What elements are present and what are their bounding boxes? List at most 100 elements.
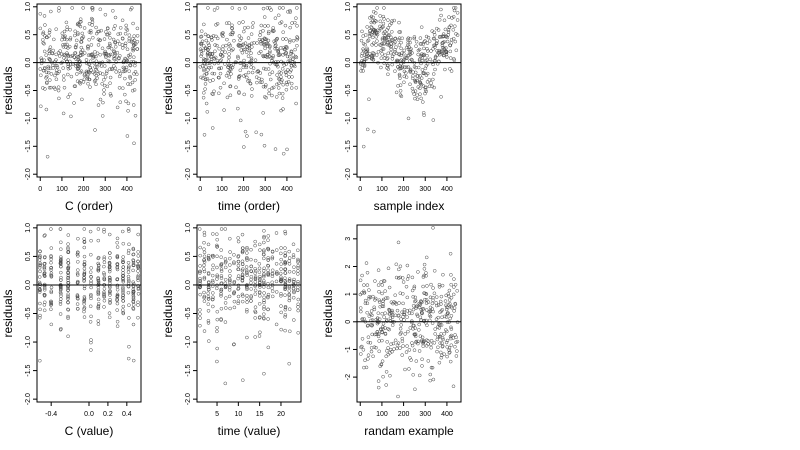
data-point xyxy=(88,65,92,70)
data-point xyxy=(54,52,58,57)
data-point xyxy=(296,260,300,264)
data-point xyxy=(229,64,233,68)
data-point xyxy=(201,48,205,53)
data-point xyxy=(199,54,203,58)
data-point xyxy=(451,384,456,389)
data-point xyxy=(242,92,246,97)
data-point xyxy=(396,394,400,399)
data-point xyxy=(253,276,258,281)
data-point xyxy=(381,14,386,19)
data-point xyxy=(88,304,93,309)
data-point xyxy=(397,74,402,78)
data-point xyxy=(439,13,443,18)
data-point xyxy=(374,31,379,36)
data-point xyxy=(237,91,241,95)
data-point xyxy=(393,69,397,73)
data-point xyxy=(208,79,212,83)
data-point xyxy=(250,25,255,29)
data-point xyxy=(210,91,214,96)
data-point xyxy=(43,23,47,27)
data-point xyxy=(131,289,135,294)
data-point xyxy=(124,60,129,64)
data-point xyxy=(292,63,296,67)
data-point xyxy=(44,35,49,40)
data-point xyxy=(104,71,109,76)
data-point xyxy=(60,31,65,36)
data-point xyxy=(127,303,131,307)
data-point xyxy=(219,262,223,267)
data-point xyxy=(372,51,376,56)
data-point xyxy=(279,292,283,296)
data-point xyxy=(270,286,274,290)
data-point xyxy=(37,275,42,279)
data-point xyxy=(237,7,242,11)
data-point xyxy=(422,113,426,117)
x-tick-label: 100 xyxy=(376,411,388,418)
data-point xyxy=(398,264,403,269)
data-point xyxy=(370,313,374,318)
data-point xyxy=(80,31,85,36)
data-point xyxy=(377,349,381,354)
data-point xyxy=(135,39,140,44)
data-point xyxy=(224,43,228,48)
data-point xyxy=(236,43,241,48)
data-point xyxy=(131,297,136,302)
data-point xyxy=(240,278,245,282)
data-point xyxy=(275,271,279,276)
data-point xyxy=(414,339,419,344)
data-point xyxy=(203,32,208,37)
data-point xyxy=(59,247,63,251)
data-point xyxy=(395,346,399,351)
data-point xyxy=(38,358,42,363)
data-point xyxy=(124,65,129,70)
data-point xyxy=(416,339,420,344)
data-point xyxy=(240,292,245,297)
data-point xyxy=(75,306,80,311)
y-tick-label: -0.5 xyxy=(345,84,352,96)
data-point xyxy=(262,298,266,303)
data-point xyxy=(62,53,67,58)
data-point xyxy=(263,84,268,89)
data-point xyxy=(451,28,456,32)
y-tick-label: 2 xyxy=(345,264,352,268)
plot-frame xyxy=(356,224,462,403)
data-point xyxy=(100,114,105,118)
data-point xyxy=(361,41,366,46)
data-point xyxy=(136,287,141,291)
data-point xyxy=(242,26,247,30)
data-point xyxy=(131,247,136,252)
data-point xyxy=(131,252,135,257)
data-point xyxy=(242,74,246,78)
data-point xyxy=(275,82,279,87)
data-point xyxy=(261,268,266,273)
data-point xyxy=(412,35,417,39)
data-point xyxy=(76,268,80,272)
data-point xyxy=(440,344,445,349)
data-point xyxy=(424,85,428,90)
data-point xyxy=(385,296,390,300)
data-point xyxy=(393,37,397,41)
data-point xyxy=(391,341,396,346)
data-point xyxy=(49,285,54,290)
data-point xyxy=(445,345,449,349)
data-point xyxy=(381,374,385,379)
data-point xyxy=(49,268,53,272)
data-point xyxy=(136,278,140,283)
data-point xyxy=(412,36,417,41)
data-point xyxy=(59,291,63,296)
data-point xyxy=(259,49,263,54)
data-point xyxy=(73,33,77,38)
data-point xyxy=(295,37,299,42)
data-point xyxy=(417,322,421,327)
data-point xyxy=(219,274,224,278)
data-point xyxy=(131,252,136,257)
data-point xyxy=(75,302,80,306)
data-point xyxy=(215,286,219,291)
data-point xyxy=(388,319,393,323)
data-point xyxy=(131,21,135,26)
data-point xyxy=(66,250,71,255)
data-point xyxy=(79,40,84,44)
data-point xyxy=(383,53,387,57)
data-point xyxy=(407,348,412,352)
data-point xyxy=(202,258,207,262)
